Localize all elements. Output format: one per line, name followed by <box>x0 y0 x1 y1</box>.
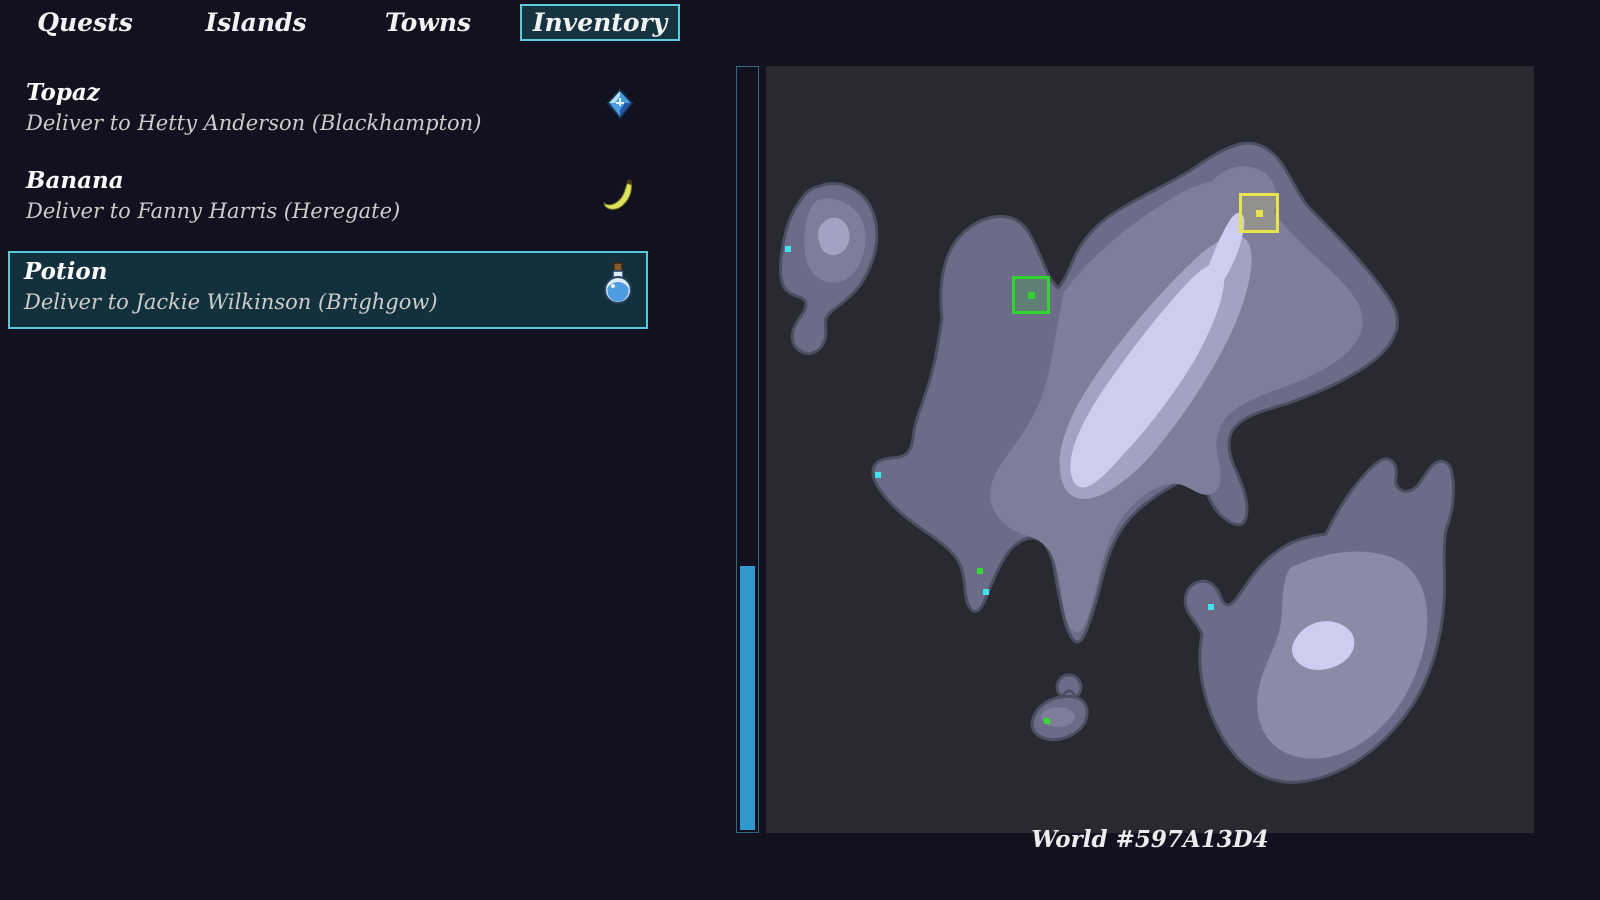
slider-fill <box>740 566 755 830</box>
island-map-graphic <box>779 141 1456 784</box>
town-marker-dot <box>1044 718 1050 724</box>
tab-inventory[interactable]: Inventory <box>520 4 680 41</box>
tab-quests[interactable]: Quests <box>37 8 133 37</box>
item-name: Topaz <box>26 79 100 106</box>
inventory-item-banana[interactable]: Banana Deliver to Fanny Harris (Heregate… <box>8 160 648 228</box>
item-name: Potion <box>24 258 108 285</box>
banana-icon <box>603 179 632 210</box>
item-description: Deliver to Hetty Anderson (Blackhampton) <box>26 111 482 135</box>
gem-icon <box>606 88 634 120</box>
potion-icon <box>604 262 632 304</box>
world-map[interactable] <box>766 66 1534 833</box>
item-description: Deliver to Jackie Wilkinson (Brighgow) <box>24 290 438 314</box>
tab-islands[interactable]: Islands <box>205 8 307 37</box>
region-center-dot <box>1027 291 1035 299</box>
town-marker-dot <box>785 246 791 252</box>
item-description: Deliver to Fanny Harris (Heregate) <box>26 199 401 223</box>
region-center-dot <box>1255 209 1263 217</box>
tab-towns[interactable]: Towns <box>384 8 472 37</box>
inventory-item-potion[interactable]: Potion Deliver to Jackie Wilkinson (Brig… <box>8 251 648 329</box>
town-marker-dot <box>1208 604 1214 610</box>
town-highlight-yellow[interactable] <box>1239 193 1279 233</box>
town-marker-dot <box>875 472 881 478</box>
map-zoom-slider[interactable] <box>736 66 759 833</box>
town-marker-dot <box>977 568 983 574</box>
item-name: Banana <box>26 167 124 194</box>
world-label: World #597A13D4 <box>1031 826 1269 853</box>
town-highlight-green[interactable] <box>1012 276 1050 314</box>
town-marker-dot <box>983 589 989 595</box>
inventory-item-topaz[interactable]: Topaz Deliver to Hetty Anderson (Blackha… <box>8 72 648 140</box>
